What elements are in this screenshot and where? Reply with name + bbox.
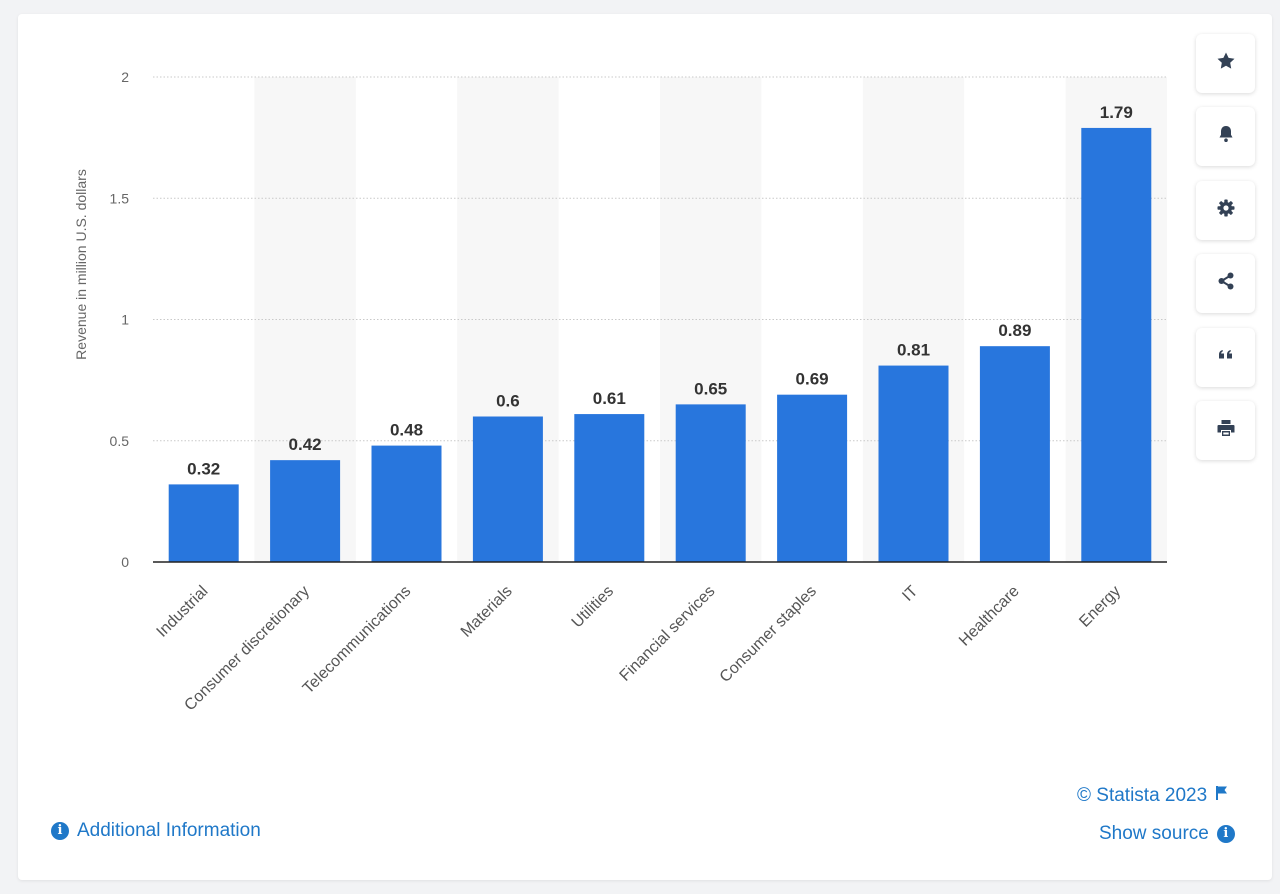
- x-tick-label: Utilities: [569, 583, 617, 631]
- settings-button[interactable]: [1196, 181, 1255, 240]
- bar[interactable]: [979, 346, 1050, 562]
- x-tick-label: Consumer staples: [717, 583, 820, 686]
- y-tick-label: 2: [121, 69, 129, 85]
- print-button[interactable]: [1196, 401, 1255, 460]
- print-icon: [1216, 418, 1236, 443]
- y-tick-label: 1.5: [110, 190, 130, 206]
- bar[interactable]: [472, 416, 543, 563]
- show-source-label: Show source: [1099, 823, 1209, 844]
- y-tick-label: 1: [121, 312, 129, 328]
- show-source-link[interactable]: Show source i: [1099, 823, 1235, 845]
- x-tick-label: Healthcare: [956, 583, 1023, 650]
- x-tick-label: Telecommunications: [300, 583, 415, 698]
- bar[interactable]: [1081, 127, 1152, 563]
- data-label: 0.42: [289, 435, 322, 454]
- data-label: 0.81: [897, 341, 930, 360]
- gear-icon: [1216, 198, 1236, 223]
- data-label: 0.6: [496, 392, 520, 411]
- cite-button[interactable]: [1196, 328, 1255, 387]
- bar[interactable]: [574, 414, 645, 562]
- copyright-link[interactable]: © Statista 2023: [1077, 785, 1229, 807]
- additional-information-link[interactable]: i Additional Information: [51, 820, 261, 842]
- share-button[interactable]: [1196, 254, 1255, 313]
- bar[interactable]: [270, 460, 341, 562]
- data-label: 0.61: [593, 389, 626, 408]
- bar[interactable]: [168, 484, 239, 562]
- data-label: 0.89: [998, 321, 1031, 340]
- data-label: 0.32: [187, 459, 220, 478]
- info-icon: i: [1216, 825, 1235, 843]
- chart-card: 0 0.5 1 1.5 2 Revenue in million U.S. dollars…: [18, 14, 1272, 880]
- data-label: 1.79: [1100, 103, 1133, 122]
- x-tick-label: Industrial: [154, 583, 212, 641]
- bar[interactable]: [675, 404, 746, 562]
- data-label: 0.65: [694, 379, 727, 398]
- star-icon: [1216, 51, 1236, 76]
- y-tick-label: 0.5: [110, 433, 130, 449]
- flag-icon: [1215, 785, 1229, 807]
- bar[interactable]: [371, 445, 442, 562]
- bar[interactable]: [777, 394, 848, 562]
- additional-information-label: Additional Information: [77, 820, 261, 841]
- data-label: 0.48: [390, 421, 423, 440]
- data-label: 0.69: [796, 370, 829, 389]
- x-tick-label: Materials: [458, 583, 516, 641]
- y-axis-label: Revenue in million U.S. dollars: [73, 169, 89, 360]
- bar[interactable]: [878, 365, 949, 562]
- share-icon: [1216, 271, 1236, 296]
- y-tick-label: 0: [121, 554, 129, 570]
- x-tick-label: Financial services: [617, 583, 719, 685]
- quote-icon: [1216, 345, 1236, 370]
- x-tick-label: Energy: [1076, 583, 1124, 631]
- bell-icon: [1216, 124, 1236, 149]
- bar-chart: 0 0.5 1 1.5 2 Revenue in million U.S. dollars…: [73, 69, 1167, 714]
- notification-button[interactable]: [1196, 107, 1255, 166]
- favorite-button[interactable]: [1196, 34, 1255, 93]
- info-icon: i: [51, 822, 69, 840]
- copyright-text: © Statista 2023: [1077, 785, 1208, 806]
- x-tick-label: IT: [899, 583, 921, 605]
